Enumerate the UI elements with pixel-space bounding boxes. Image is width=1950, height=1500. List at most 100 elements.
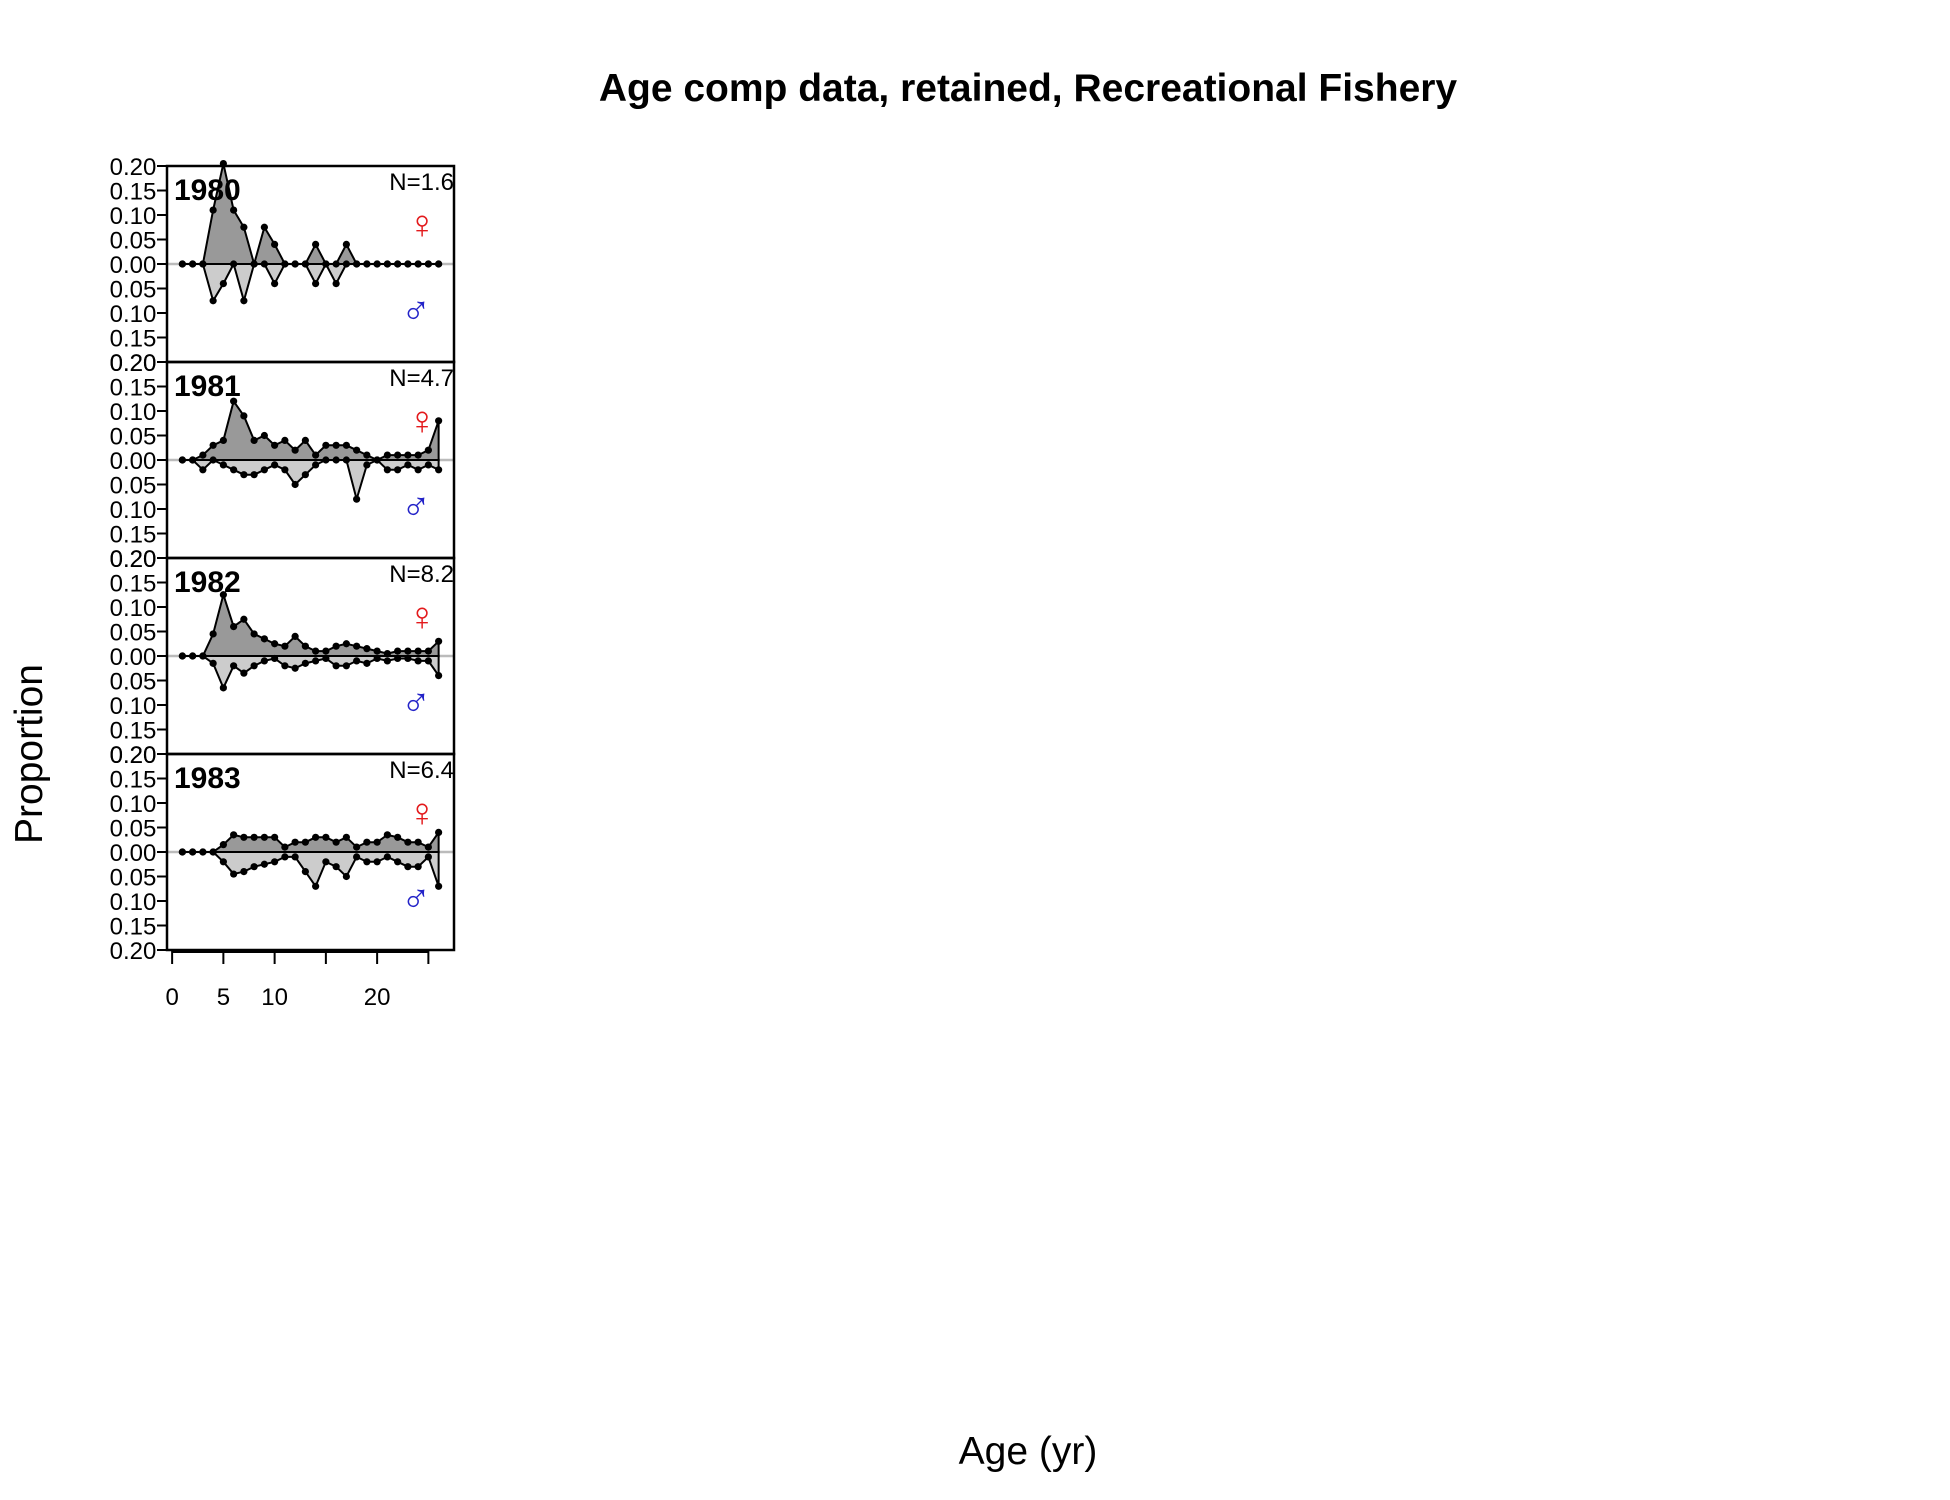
male-point (240, 868, 248, 876)
panel-n: N=4.7 (389, 365, 454, 392)
y-tick-label: 0.00 (110, 252, 157, 279)
x-tick-label: 0 (165, 984, 178, 1011)
female-point (260, 833, 268, 841)
y-tick-label: 0.20 (110, 938, 157, 965)
male-point (435, 672, 443, 680)
female-point (342, 240, 350, 248)
female-point (414, 451, 422, 459)
female-point (383, 831, 391, 839)
male-point (260, 260, 268, 268)
male-point (322, 456, 330, 464)
female-point (363, 645, 371, 653)
male-symbol: ♂ (401, 681, 431, 725)
female-point (363, 838, 371, 846)
female-point (414, 647, 422, 655)
female-point (260, 431, 268, 440)
male-point (199, 466, 207, 474)
male-symbol: ♂ (401, 485, 431, 529)
male-point (240, 297, 248, 305)
male-point (230, 870, 238, 878)
male-point (178, 848, 186, 856)
male-point (189, 848, 197, 856)
panel-year: 1983 (174, 762, 241, 795)
y-tick-label: 0.20 (110, 546, 157, 573)
male-point (435, 260, 443, 268)
male-point (404, 260, 412, 268)
male-point (281, 260, 289, 268)
panel-year: 1980 (174, 174, 241, 207)
y-tick-label: 0.15 (110, 179, 157, 206)
female-point (435, 637, 443, 645)
female-point (260, 635, 268, 643)
male-point (271, 280, 279, 288)
female-point (322, 441, 330, 449)
male-point (332, 863, 340, 871)
male-point (301, 471, 309, 479)
y-tick-label: 0.15 (110, 375, 157, 402)
female-point (281, 843, 289, 851)
panel-n: N=6.4 (389, 757, 454, 784)
y-tick-label: 0.00 (110, 840, 157, 867)
y-axis-title: Proportion (8, 664, 51, 844)
male-point (209, 297, 217, 305)
male-point (373, 456, 381, 464)
male-point (209, 456, 217, 464)
male-point (394, 654, 402, 663)
male-point (281, 466, 289, 474)
x-tick-label: 5 (217, 984, 230, 1011)
female-point (250, 833, 258, 841)
female-point (219, 591, 227, 599)
female-point (363, 451, 371, 459)
female-point (332, 260, 340, 268)
female-point (271, 441, 279, 449)
y-tick-label: 0.20 (110, 350, 157, 377)
male-point (312, 657, 320, 665)
male-point (363, 858, 371, 866)
male-point (332, 456, 340, 464)
y-tick-label: 0.15 (110, 914, 157, 941)
panel-n: N=1.6 (389, 169, 454, 196)
female-point (353, 843, 361, 851)
male-point (342, 456, 350, 464)
female-point (281, 436, 289, 444)
y-tick-label: 0.05 (110, 865, 157, 892)
female-point (199, 451, 207, 459)
female-point (424, 843, 432, 851)
female-point (219, 841, 227, 849)
female-point (322, 833, 330, 841)
male-point (383, 853, 391, 861)
female-point (209, 441, 217, 449)
female-point (394, 647, 402, 655)
chart-title: Age comp data, retained, Recreational Fi… (599, 67, 1458, 110)
female-point (373, 838, 381, 846)
male-point (230, 466, 238, 474)
female-point (404, 451, 412, 459)
female-point (394, 451, 402, 459)
male-symbol: ♂ (401, 877, 431, 921)
male-point (281, 662, 289, 670)
male-point (435, 466, 443, 474)
female-point (291, 446, 299, 454)
male-point (271, 461, 279, 469)
y-tick-label: 0.15 (110, 571, 157, 598)
panels-group: 0.200.150.100.050.000.050.100.150.201980… (110, 154, 456, 965)
female-point (435, 828, 443, 837)
male-point (363, 461, 371, 469)
y-tick-label: 0.20 (110, 154, 157, 181)
male-point (435, 882, 443, 890)
male-point (260, 860, 268, 868)
male-point (312, 461, 320, 469)
male-point (332, 280, 340, 288)
female-symbol: ♀ (407, 399, 437, 443)
male-point (240, 471, 248, 479)
female-point (219, 436, 227, 444)
male-point (209, 848, 217, 856)
female-point (301, 838, 309, 846)
male-point (373, 654, 381, 663)
male-point (312, 280, 320, 288)
female-point (373, 647, 381, 655)
female-point (271, 833, 279, 841)
male-symbol: ♂ (401, 289, 431, 333)
male-point (281, 853, 289, 861)
